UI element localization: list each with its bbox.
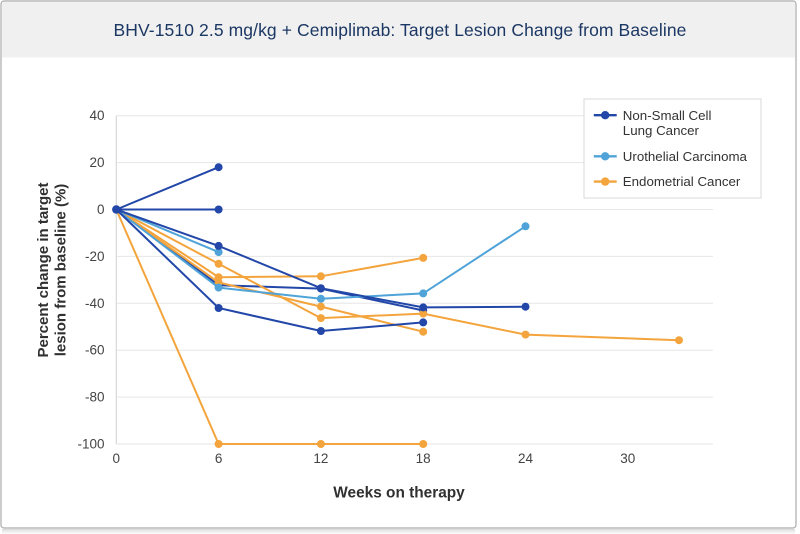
svg-text:-40: -40 bbox=[85, 296, 105, 311]
svg-text:-80: -80 bbox=[85, 390, 105, 405]
svg-text:24: 24 bbox=[518, 451, 534, 466]
svg-text:18: 18 bbox=[416, 451, 431, 466]
svg-text:-60: -60 bbox=[85, 343, 105, 358]
svg-text:BHV-1510 2.5 mg/kg + Cemiplima: BHV-1510 2.5 mg/kg + Cemiplimab: Target … bbox=[113, 20, 686, 40]
svg-text:40: 40 bbox=[89, 108, 104, 123]
svg-text:-20: -20 bbox=[85, 249, 105, 264]
svg-text:0: 0 bbox=[113, 451, 121, 466]
svg-text:Endometrial Cancer: Endometrial Cancer bbox=[623, 174, 741, 189]
svg-text:-100: -100 bbox=[77, 437, 104, 452]
svg-text:Lung Cancer: Lung Cancer bbox=[623, 123, 700, 138]
svg-text:20: 20 bbox=[89, 155, 104, 170]
svg-text:0: 0 bbox=[97, 202, 105, 217]
svg-text:Urothelial Carcinoma: Urothelial Carcinoma bbox=[623, 149, 748, 164]
svg-text:Non-Small Cell: Non-Small Cell bbox=[623, 108, 712, 123]
svg-text:12: 12 bbox=[313, 451, 328, 466]
svg-text:30: 30 bbox=[620, 451, 635, 466]
svg-text:Percent change in target: Percent change in target bbox=[35, 182, 52, 357]
svg-text:Weeks on therapy: Weeks on therapy bbox=[333, 485, 465, 502]
svg-text:6: 6 bbox=[215, 451, 223, 466]
svg-text:lesion from baseline (%): lesion from baseline (%) bbox=[52, 184, 69, 357]
